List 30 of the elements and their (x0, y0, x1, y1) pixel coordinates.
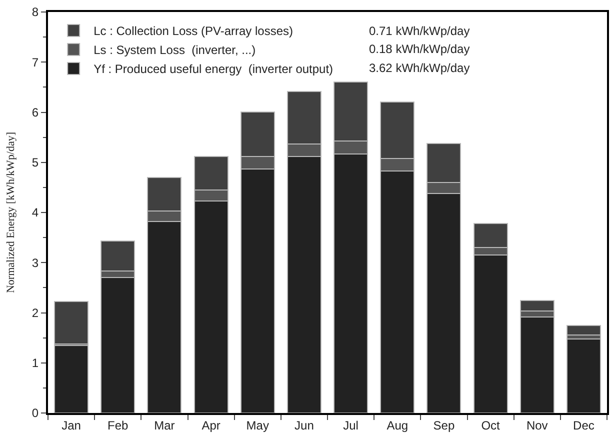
x-tick-label: Feb (108, 418, 129, 432)
x-tick-label: Apr (202, 418, 220, 432)
x-tick-label: Dec (573, 418, 594, 432)
x-tick-label: Aug (386, 418, 408, 432)
x-tick-label: Jul (343, 418, 358, 432)
annotation: 0.71 kWh/kWp/day (369, 24, 470, 38)
x-tick-label: Jan (62, 418, 81, 432)
y-tick-label: 5 (32, 156, 39, 170)
y-tick-label: 1 (32, 356, 39, 370)
y-tick-label: 4 (32, 206, 39, 220)
y-tick-label: 3 (32, 256, 39, 270)
y-axis-title: Normalized Energy [kWh/kWp/day] (5, 132, 18, 294)
bar (566, 338, 601, 413)
annotation: 0.18 kWh/kWp/day (369, 42, 470, 56)
y-tick-label: 0 (32, 406, 39, 420)
annotation: 3.62 kWh/kWp/day (369, 61, 470, 75)
x-tick-label: Oct (481, 418, 501, 432)
legend-label: Ls : System Loss (inverter, ...) (94, 43, 256, 58)
y-tick-label: 7 (32, 55, 39, 70)
legend-label: Yf : Produced useful energy (inverter output) (94, 62, 334, 76)
legend-label: Lc : Collection Loss (PV-array losses) (94, 24, 293, 38)
x-tick-label: Jun (294, 418, 314, 432)
y-tick-label: 2 (32, 306, 39, 320)
x-tick-label: Nov (526, 418, 548, 432)
y-tick-label: 8 (32, 5, 39, 20)
x-tick-label: Mar (154, 418, 175, 432)
bar (566, 324, 601, 336)
x-tick-label: Sep (433, 418, 455, 432)
x-tick-label: May (246, 418, 269, 432)
y-tick-label: 6 (32, 105, 39, 120)
